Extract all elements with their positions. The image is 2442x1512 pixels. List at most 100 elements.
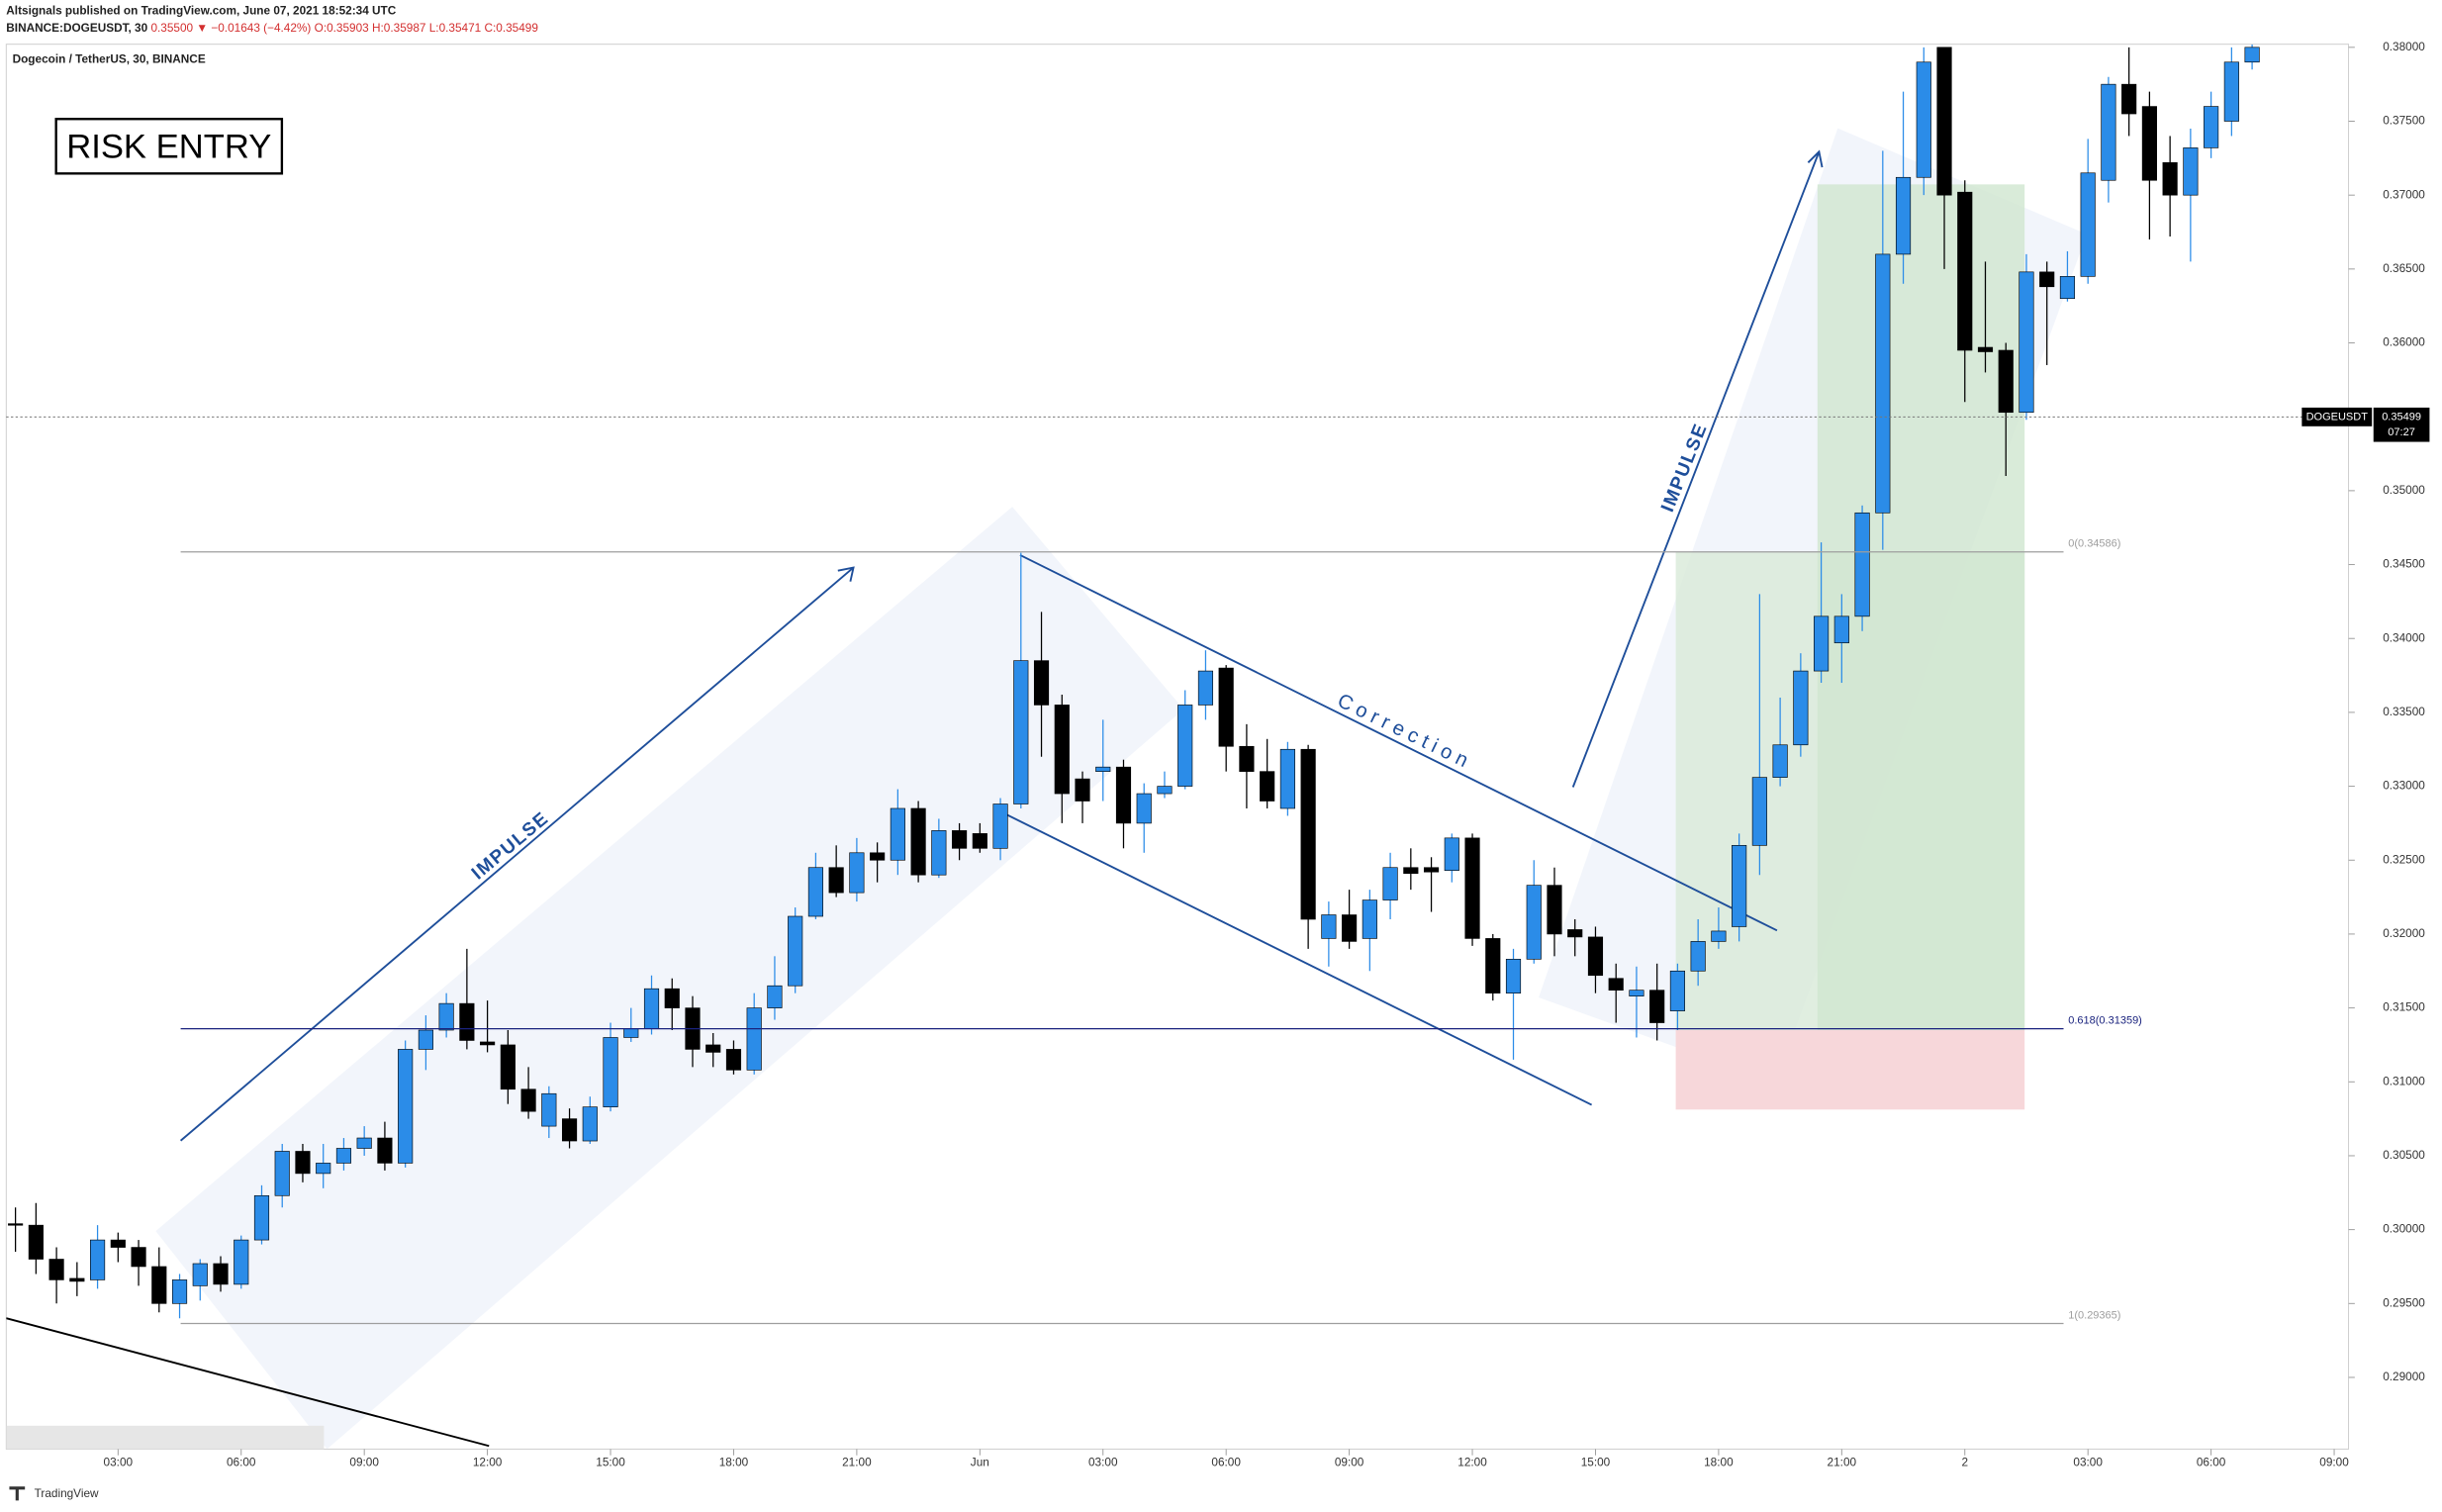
candle-body — [664, 988, 680, 1008]
candle-body — [1342, 914, 1358, 942]
price-label: 0.35499 — [2382, 411, 2421, 423]
candle-body — [890, 807, 905, 861]
candle-body — [1136, 793, 1152, 824]
y-tick-label: 0.31500 — [2383, 1000, 2425, 1014]
plot-frame — [5, 44, 2350, 1450]
candle-body — [1833, 615, 1849, 644]
candle-body — [131, 1247, 146, 1268]
candle-body — [1669, 970, 1685, 1011]
candle-body — [1115, 766, 1132, 824]
candle-body — [2019, 271, 2034, 414]
candle-body — [253, 1194, 270, 1241]
candle-body — [480, 1041, 496, 1046]
candle-body — [992, 803, 1008, 849]
candle-body — [1977, 346, 1994, 352]
y-tick-label: 0.33000 — [2383, 779, 2425, 793]
candle-body — [377, 1137, 393, 1164]
candle-body — [1279, 748, 1295, 809]
candle-body — [2080, 172, 2096, 277]
candle-body — [1013, 660, 1029, 804]
candle-body — [1587, 936, 1604, 977]
y-tick-label: 0.30000 — [2383, 1222, 2425, 1236]
impulse-arrow — [179, 566, 855, 1142]
range-bar — [6, 1425, 325, 1450]
candle-body — [623, 1028, 639, 1038]
candle-body — [1362, 899, 1377, 939]
x-tick-label: 09:00 — [1335, 1456, 1364, 1469]
candle-body — [1321, 914, 1337, 939]
x-tick-label: 12:00 — [473, 1456, 503, 1469]
candle-body — [28, 1224, 44, 1260]
candle-body — [1505, 959, 1522, 993]
y-tick-label: 0.34000 — [2383, 630, 2425, 644]
candle-body — [459, 1002, 475, 1041]
candle-body — [48, 1259, 64, 1280]
x-tick-label: 06:00 — [1211, 1456, 1241, 1469]
fib-label: 0.618(0.31359) — [2068, 1015, 2142, 1027]
candle-body — [1095, 766, 1111, 772]
fib-label: 1(0.29365) — [2068, 1310, 2120, 1322]
candle-body — [438, 1002, 454, 1031]
candle-body — [807, 867, 823, 917]
y-tick-label: 0.37500 — [2383, 114, 2425, 128]
candle-body — [2223, 61, 2239, 122]
x-tick-label: 03:00 — [1088, 1456, 1118, 1469]
candle-body — [910, 807, 926, 876]
candle-body — [2204, 106, 2219, 148]
candle-body — [561, 1118, 578, 1142]
candle-body — [1157, 786, 1173, 795]
candle-body — [1998, 349, 2014, 414]
arrow-head — [837, 566, 855, 582]
candle-body — [1629, 990, 1644, 996]
candle-body — [234, 1239, 249, 1285]
candle-body — [335, 1148, 352, 1164]
candle-body — [356, 1137, 372, 1149]
x-tick-label: 18:00 — [1704, 1456, 1734, 1469]
x-tick-label: 03:00 — [2073, 1456, 2103, 1469]
publisher: Altsignals published on TradingView.com,… — [6, 4, 396, 18]
candle-body — [705, 1044, 721, 1053]
candle-body — [1444, 837, 1459, 872]
candle-body — [110, 1239, 126, 1248]
candle-body — [603, 1037, 618, 1107]
candle-body — [1711, 930, 1727, 942]
y-tick-label: 0.34500 — [2383, 557, 2425, 571]
fib-label: 0(0.34586) — [2068, 538, 2120, 550]
trendline — [997, 809, 1593, 1106]
candle-body — [1649, 990, 1665, 1023]
impulse-arrow — [1571, 150, 1821, 788]
candle-body — [1485, 938, 1501, 993]
candle-body — [1772, 744, 1788, 778]
candle-body — [870, 852, 886, 861]
candle-body — [767, 985, 783, 1008]
stop-zone — [1675, 1030, 2025, 1110]
candle-body — [2141, 106, 2157, 181]
candle-body — [1751, 777, 1767, 846]
candle-body — [1300, 748, 1316, 920]
candle-body — [1690, 941, 1706, 972]
candle-body — [849, 852, 865, 894]
candle-body — [1732, 845, 1747, 927]
target-zone — [1817, 184, 2025, 1031]
y-tick-label: 0.33500 — [2383, 705, 2425, 718]
candle-body — [2039, 271, 2055, 288]
candle-body — [1916, 61, 1931, 178]
candle-body — [1814, 615, 1830, 672]
candle-body — [1608, 978, 1624, 992]
candle-body — [2162, 162, 2178, 196]
candle-body — [8, 1223, 24, 1226]
candle-body — [1936, 47, 1952, 196]
drawings — [6, 128, 2088, 1450]
arrow-head — [1807, 149, 1824, 168]
x-tick-label: 12:00 — [1457, 1456, 1487, 1469]
x-tick-label: 21:00 — [1828, 1456, 1857, 1469]
y-tick-label: 0.29500 — [2383, 1295, 2425, 1309]
candle-body — [151, 1266, 167, 1304]
candle-body — [2059, 276, 2076, 300]
symbol-line: BINANCE:DOGEUSDT, 30 0.35500 ▼ −0.01643 … — [6, 21, 538, 35]
x-tick-label: 15:00 — [596, 1456, 625, 1469]
candle-body — [643, 988, 660, 1029]
y-tick-label: 0.36500 — [2383, 261, 2425, 275]
candle-body — [520, 1088, 536, 1112]
candle-body — [541, 1092, 557, 1127]
